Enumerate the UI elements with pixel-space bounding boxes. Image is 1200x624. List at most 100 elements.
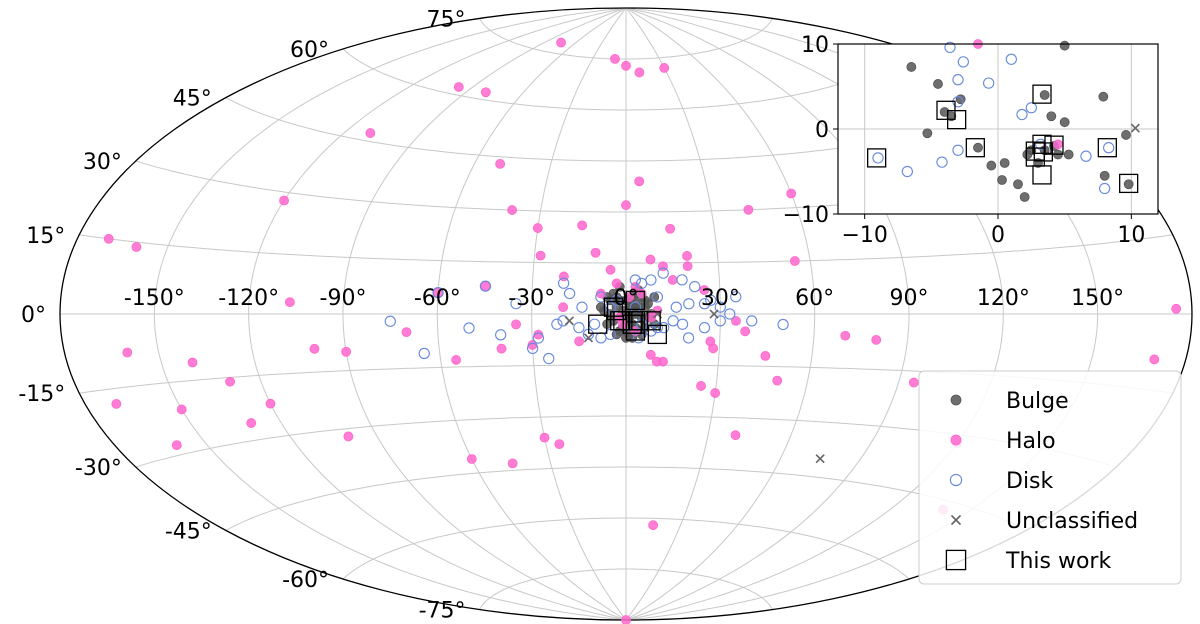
disk-point <box>595 332 607 344</box>
bulge-point <box>999 158 1010 168</box>
unclassified-point <box>709 309 719 319</box>
inset-tick-labels: −10 0 10 −10 0 10 <box>783 33 1146 248</box>
this-work-point <box>1033 142 1053 162</box>
halo-point <box>871 334 882 345</box>
halo-point <box>789 256 800 266</box>
disk-point <box>563 287 576 300</box>
bulge-point <box>906 62 917 72</box>
halo-point <box>645 349 656 360</box>
disk-point <box>526 342 539 355</box>
disk-point <box>714 315 726 327</box>
halo-point <box>1149 354 1160 365</box>
bulge-point <box>997 175 1007 185</box>
halo-point <box>908 377 919 388</box>
disk-point <box>432 286 444 299</box>
latitude-tick-labels: 75° 60° 45° 30° 15° 0° -15° -30° -45° -60° -75° <box>18 7 465 623</box>
halo-point <box>176 404 187 415</box>
latitude-tick-label: 0° <box>21 303 46 328</box>
halo-point <box>496 343 507 354</box>
this-work-point <box>1032 134 1052 154</box>
disk-point <box>479 280 492 292</box>
longitude-tick-label: -60° <box>414 286 461 311</box>
disk-point <box>463 322 475 334</box>
legend-item-unclassified: Unclassified <box>950 509 1138 534</box>
bulge-point <box>1039 90 1050 100</box>
halo-point <box>634 67 645 78</box>
halo-point <box>760 350 771 361</box>
halo-point <box>950 434 962 446</box>
disk-point <box>1099 182 1111 195</box>
halo-point <box>309 343 320 354</box>
latitude-tick-label: -45° <box>165 519 212 544</box>
parallel-line <box>225 466 1027 531</box>
bulge-point <box>955 94 966 105</box>
halo-point <box>840 330 851 341</box>
parallel-line <box>479 568 773 610</box>
longitude-tick-label: 150° <box>1071 286 1124 311</box>
halo-point <box>558 302 569 313</box>
bulge-point <box>611 329 622 340</box>
disk-point <box>944 41 956 54</box>
bulge-point <box>1059 40 1070 51</box>
latitude-tick-label: -15° <box>18 382 65 407</box>
halo-point <box>731 316 741 326</box>
disk-point <box>670 301 682 313</box>
disk-point <box>676 318 689 330</box>
unclassified-point <box>583 333 594 343</box>
disk-point <box>730 291 742 303</box>
longitude-tick-label: -90° <box>320 286 367 311</box>
disk-point <box>384 315 396 327</box>
latitude-tick-label: 60° <box>290 38 329 63</box>
legend-label: Disk <box>1006 469 1054 494</box>
halo-point <box>730 430 741 441</box>
halo-point <box>507 458 518 469</box>
inset-y-tick-label: 10 <box>801 33 829 58</box>
this-work-point <box>628 311 649 331</box>
disk-point <box>1035 138 1047 150</box>
this-work-point <box>625 290 646 311</box>
legend-item-halo: Halo <box>950 429 1056 454</box>
halo-point <box>343 431 354 442</box>
halo-point <box>103 233 114 244</box>
halo-point <box>710 388 721 398</box>
disk-point <box>573 321 585 334</box>
this-work-point <box>965 138 985 158</box>
disk-point <box>698 298 711 310</box>
halo-point <box>659 63 670 73</box>
latitude-tick-label: -30° <box>75 456 122 481</box>
bulge-point <box>649 292 660 302</box>
bulge-point <box>643 298 653 309</box>
halo-point <box>453 82 464 92</box>
parallel-line <box>479 18 773 60</box>
this-work-point <box>947 110 967 130</box>
halo-point <box>554 439 565 450</box>
this-work-point <box>1025 147 1045 167</box>
inset-y-tick-label: 0 <box>815 118 829 143</box>
disk-point <box>510 297 522 310</box>
halo-point <box>532 223 543 233</box>
legend-label: Bulge <box>1006 389 1069 414</box>
disk-point <box>418 347 430 360</box>
halo-point <box>621 615 631 624</box>
bulge-point <box>933 79 943 89</box>
this-work-point <box>641 311 661 331</box>
halo-point <box>646 312 657 323</box>
longitude-tick-labels: -150° -120° -90° -60° -30° 0° 30° 60° 90° 120° 150… <box>124 286 1124 311</box>
longitude-tick-label: 120° <box>977 286 1030 311</box>
halo-point <box>658 356 668 367</box>
parallel-line <box>79 234 1173 264</box>
bulge-point <box>1013 179 1023 190</box>
halo-point <box>225 376 235 387</box>
unclassified-point <box>1130 123 1140 133</box>
latitude-tick-label: 15° <box>26 224 65 249</box>
bulge-point <box>922 128 933 139</box>
disk-point <box>952 144 964 156</box>
bulge-point <box>1099 170 1110 181</box>
inset-x-tick-label: 0 <box>991 223 1005 248</box>
this-work-point <box>945 549 967 571</box>
longitude-tick-label: 30° <box>701 286 740 311</box>
halo-point <box>401 327 412 338</box>
longitude-tick-label: 90° <box>890 286 929 311</box>
this-work-point <box>613 311 633 331</box>
